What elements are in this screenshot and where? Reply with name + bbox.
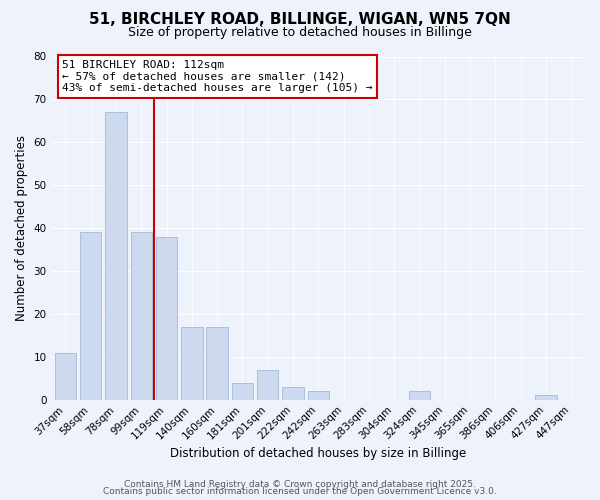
Bar bbox=[308, 391, 329, 400]
Bar bbox=[80, 232, 101, 400]
Bar bbox=[55, 352, 76, 400]
Text: Contains public sector information licensed under the Open Government Licence v3: Contains public sector information licen… bbox=[103, 488, 497, 496]
Bar bbox=[156, 236, 178, 400]
Text: Size of property relative to detached houses in Billinge: Size of property relative to detached ho… bbox=[128, 26, 472, 39]
Text: 51, BIRCHLEY ROAD, BILLINGE, WIGAN, WN5 7QN: 51, BIRCHLEY ROAD, BILLINGE, WIGAN, WN5 … bbox=[89, 12, 511, 28]
Y-axis label: Number of detached properties: Number of detached properties bbox=[15, 135, 28, 321]
Bar bbox=[131, 232, 152, 400]
Bar bbox=[535, 396, 557, 400]
Bar bbox=[232, 382, 253, 400]
Text: 51 BIRCHLEY ROAD: 112sqm
← 57% of detached houses are smaller (142)
43% of semi-: 51 BIRCHLEY ROAD: 112sqm ← 57% of detach… bbox=[62, 60, 373, 93]
Bar bbox=[409, 391, 430, 400]
Text: Contains HM Land Registry data © Crown copyright and database right 2025.: Contains HM Land Registry data © Crown c… bbox=[124, 480, 476, 489]
Bar bbox=[181, 327, 203, 400]
Bar bbox=[257, 370, 278, 400]
Bar bbox=[105, 112, 127, 400]
Bar bbox=[206, 327, 228, 400]
X-axis label: Distribution of detached houses by size in Billinge: Distribution of detached houses by size … bbox=[170, 447, 466, 460]
Bar bbox=[282, 387, 304, 400]
